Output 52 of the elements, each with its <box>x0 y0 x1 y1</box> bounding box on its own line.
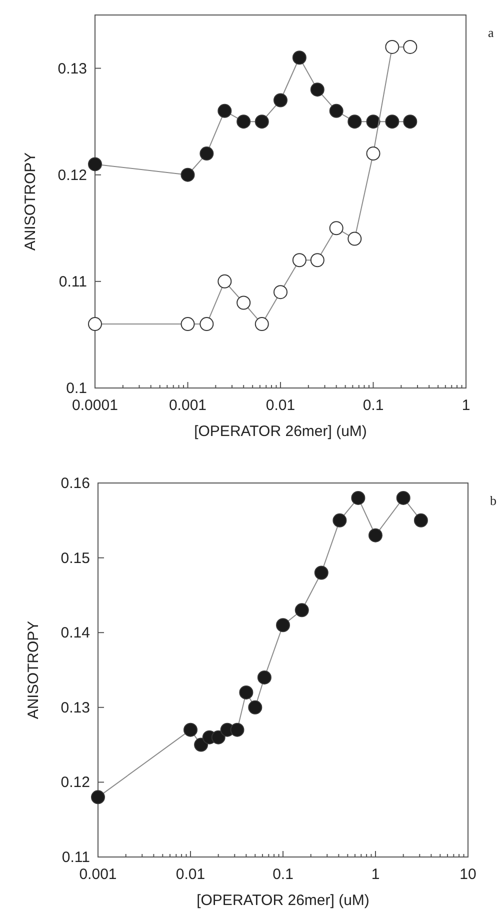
x-axis-title: [OPERATOR 26mer] (uM) <box>194 423 367 440</box>
y-tick-label: 0.13 <box>58 60 87 78</box>
point <box>180 317 195 332</box>
point <box>366 114 380 129</box>
point <box>274 93 288 108</box>
point <box>218 104 232 118</box>
y-tick-label: 0.11 <box>62 849 90 866</box>
x-tick-label: 0.001 <box>79 866 117 883</box>
text: a <box>488 25 494 40</box>
point <box>236 296 251 310</box>
x-tick-label: 0.0001 <box>72 397 118 414</box>
point <box>348 232 362 246</box>
point <box>292 253 306 268</box>
y-tick-label: 0.13 <box>60 699 90 716</box>
y-tick-label: 0.12 <box>58 166 87 184</box>
point <box>218 274 232 288</box>
x-tick-label: 1 <box>371 866 380 883</box>
y-tick-label: 0.12 <box>60 774 90 792</box>
y-tick-label: 0.16 <box>60 475 90 492</box>
point <box>329 221 344 236</box>
point <box>348 114 362 129</box>
x-tick-label: 1 <box>462 397 470 414</box>
x-tick-label: 10 <box>460 866 476 883</box>
point <box>180 168 195 182</box>
point <box>292 50 306 65</box>
point <box>310 253 324 268</box>
point <box>274 285 288 300</box>
y-tick-label: 0.15 <box>60 550 90 567</box>
x-tick-label: 0.001 <box>168 397 207 414</box>
x-tick-label: 0.01 <box>176 866 206 883</box>
x-tick-label: 0.1 <box>362 397 384 414</box>
x-axis-title: [OPERATOR 26mer] (uM) <box>196 892 370 909</box>
x-tick-label: 0.01 <box>266 397 296 414</box>
y-tick-label: 0.1 <box>66 380 87 397</box>
point <box>385 40 400 54</box>
point <box>236 114 251 129</box>
point <box>403 114 418 129</box>
y-tick-label: 0.11 <box>58 273 87 290</box>
x-tick-label: 0.1 <box>272 866 294 883</box>
y-axis-title: ANISOTROPY <box>25 620 42 720</box>
point <box>366 146 380 161</box>
point <box>403 40 418 54</box>
y-tick-label: 0.14 <box>60 624 90 642</box>
point <box>200 317 214 332</box>
point <box>200 146 214 161</box>
point <box>254 317 269 332</box>
point <box>385 114 400 129</box>
text: b <box>490 493 496 508</box>
point <box>254 114 269 129</box>
y-axis-title: ANISOTROPY <box>22 152 39 251</box>
point <box>310 82 324 97</box>
point <box>329 104 344 118</box>
